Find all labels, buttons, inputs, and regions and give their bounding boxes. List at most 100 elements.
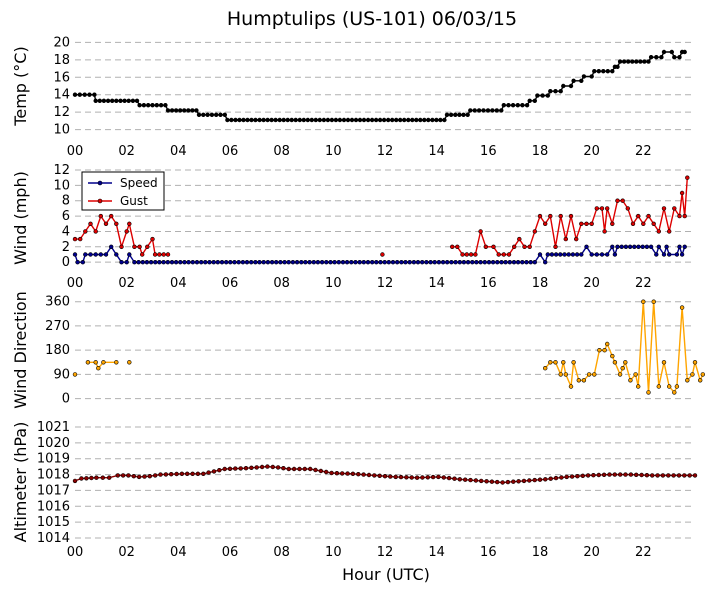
series-speed-point (424, 260, 429, 265)
series-temp-point (481, 108, 486, 113)
series-speed-point (140, 260, 146, 265)
series-speed-point (178, 260, 183, 265)
y-axis-label-alt: Altimeter (hPa) (11, 422, 30, 543)
y-tick-label: 8 (62, 194, 70, 209)
series-dir-point (96, 366, 101, 371)
x-tick-label: 12 (377, 276, 394, 291)
series-temp-point (105, 98, 111, 104)
series-temp-point (150, 102, 155, 108)
x-tick-label: 22 (635, 545, 652, 560)
series-gust-point (646, 213, 651, 219)
series-speed-point (278, 260, 283, 265)
series-alt-point (179, 471, 185, 476)
series-gust-point (496, 252, 501, 257)
series-gust-point (478, 229, 483, 234)
series-temp-point (137, 102, 142, 108)
y-tick-label: 2 (62, 240, 70, 255)
x-tick-label: 02 (118, 545, 135, 560)
x-tick-label: 22 (635, 144, 652, 159)
series-speed-point (449, 260, 454, 265)
series-gust-point (108, 213, 114, 219)
series-alt-point (505, 479, 511, 485)
series-speed-point (83, 252, 88, 257)
series-temp-point (601, 68, 606, 74)
series-dir-point (666, 384, 672, 389)
series-alt-point (185, 471, 190, 476)
series-temp-point (610, 68, 615, 74)
series-alt-point (516, 479, 521, 484)
series-temp-point (677, 54, 682, 60)
series-speed-point (490, 260, 496, 265)
series-speed-point (265, 260, 271, 265)
series-alt-point (601, 472, 607, 477)
y-tick-label: 18 (53, 53, 70, 68)
series-temp-point (305, 117, 310, 123)
series-dir-point (597, 348, 602, 353)
series-speed-point (623, 244, 629, 250)
series-temp-point (596, 68, 601, 74)
series-temp-point (638, 59, 643, 64)
series-alt-point (585, 473, 591, 478)
series-alt-point (511, 479, 516, 484)
series-temp-point (589, 74, 594, 79)
series-gust-point (380, 252, 385, 257)
series-alt-point (692, 473, 698, 478)
legend-label-speed: Speed (120, 176, 158, 190)
x-tick-label: 02 (118, 276, 135, 291)
x-tick-label: 12 (377, 144, 394, 159)
series-speed-point (253, 260, 258, 265)
series-dir-point (656, 384, 661, 389)
series-speed-point (495, 260, 500, 265)
series-temp-point (540, 93, 545, 98)
series-speed-point (562, 252, 567, 257)
y-tick-label: 0 (62, 392, 70, 407)
series-speed-point (144, 260, 150, 265)
series-speed-point (119, 260, 124, 265)
series-temp-point (617, 59, 623, 64)
series-speed-point (332, 260, 337, 265)
series-dir-point (571, 360, 576, 365)
series-gust-point (511, 244, 517, 250)
series-alt-point (398, 474, 404, 480)
series-gust-point (584, 221, 589, 227)
y-tick-label: 6 (62, 209, 70, 224)
series-temp-point (82, 92, 87, 97)
x-tick-label: 00 (67, 276, 84, 291)
series-speed-point (194, 260, 200, 265)
series-alt-point (201, 471, 206, 476)
series-speed-point (361, 260, 366, 265)
series-gust-point (656, 229, 661, 234)
series-dir-point (672, 390, 677, 395)
series-dir-point (641, 299, 646, 304)
series-speed-point (436, 260, 442, 265)
series-temp-point (273, 117, 278, 123)
series-alt-point (430, 474, 436, 480)
series-speed-point (542, 260, 548, 265)
series-alt-point (329, 470, 334, 476)
series-temp-point (321, 117, 327, 123)
series-temp-point (309, 117, 314, 123)
series-temp-point (422, 117, 427, 123)
series-temp-point (682, 49, 687, 55)
x-tick-label: 18 (532, 144, 549, 159)
series-temp-point (349, 117, 355, 123)
series-temp-point (398, 117, 403, 123)
series-gust-point (679, 190, 685, 196)
series-alt-point (302, 466, 307, 472)
series-temp-point (457, 112, 462, 118)
series-speed-point (574, 252, 580, 257)
series-alt-point (324, 469, 329, 475)
series-temp-point (465, 112, 470, 118)
series-alt-point (682, 473, 687, 478)
series-speed-point (499, 260, 504, 265)
series-temp-point (237, 117, 242, 123)
series-gust-point (558, 213, 563, 219)
series-temp-point (373, 117, 379, 123)
series-speed-point (311, 260, 316, 265)
series-alt-point (222, 466, 227, 472)
series-temp-point (146, 102, 151, 108)
series-speed-point (157, 260, 162, 265)
series-temp-point (122, 98, 127, 104)
series-dir-point (646, 390, 651, 395)
series-temp-point (165, 108, 171, 113)
